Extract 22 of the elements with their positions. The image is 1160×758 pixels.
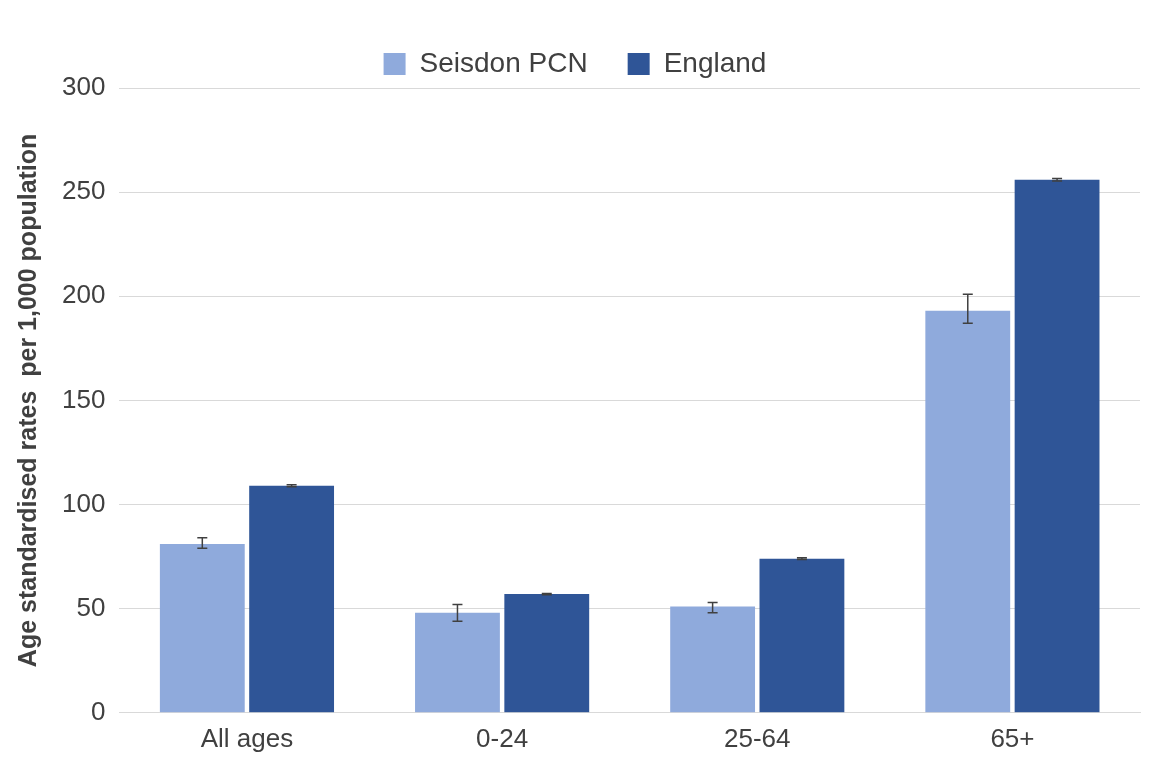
y-tick-label: 150	[61, 383, 106, 414]
bar	[925, 310, 1011, 713]
y-tick-label: 50	[76, 591, 106, 622]
x-tick-label: 0-24	[476, 722, 529, 753]
legend-label: Seisdon PCN	[419, 46, 588, 78]
bar	[504, 594, 590, 713]
y-axis-title: Age standardised rates per 1,000 population	[12, 133, 41, 668]
bar	[415, 612, 500, 713]
bar	[759, 558, 845, 713]
x-tick-label: All ages	[200, 722, 294, 753]
x-tick-label: 25-64	[724, 722, 791, 753]
x-tick-label: 65+	[990, 722, 1035, 753]
y-tick-label: 200	[61, 279, 106, 310]
y-tick-label: 300	[61, 71, 106, 102]
y-tick-label: 250	[61, 175, 106, 206]
bar	[670, 606, 756, 713]
bar	[1014, 179, 1100, 713]
y-tick-label: 100	[61, 487, 106, 518]
bar	[159, 544, 245, 713]
bar	[249, 485, 335, 713]
y-tick-label: 0	[90, 695, 106, 726]
legend-label: England	[663, 46, 767, 78]
